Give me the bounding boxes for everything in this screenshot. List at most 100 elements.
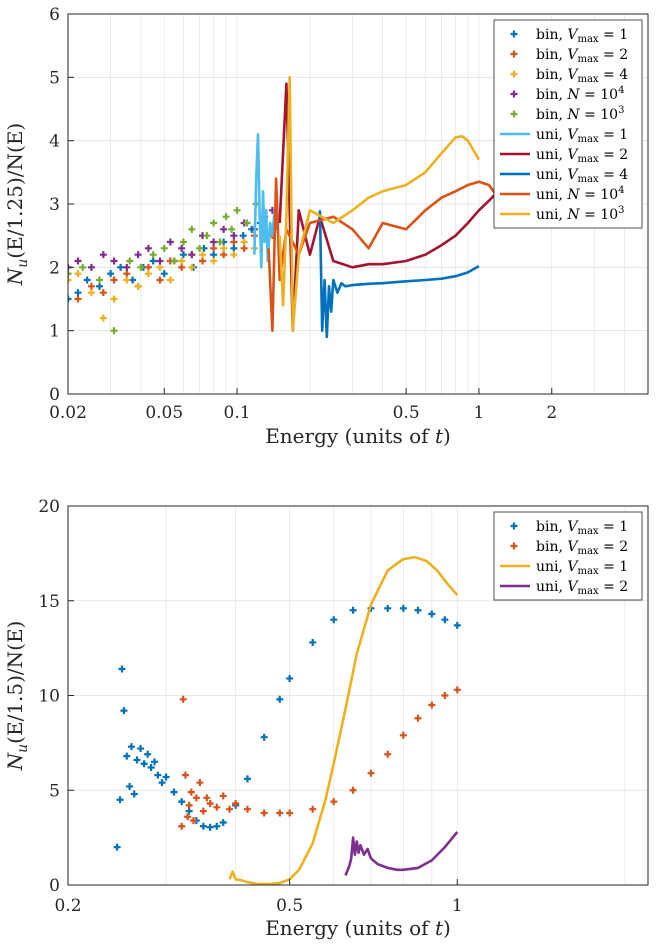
series-line	[318, 210, 480, 339]
data-point	[192, 794, 200, 802]
y-axis-label: Nu(E/1.25)/N(E)	[3, 123, 31, 286]
data-point	[414, 714, 422, 722]
data-point	[126, 257, 134, 265]
data-point	[260, 733, 268, 741]
data-point	[232, 800, 240, 808]
data-point	[179, 695, 187, 703]
data-point	[367, 769, 375, 777]
series-2	[178, 686, 461, 830]
data-point	[68, 295, 72, 303]
y-tick-label: 4	[49, 132, 60, 152]
x-tick-label: 0.1	[224, 403, 251, 423]
y-tick-label: 0	[49, 385, 60, 405]
data-point	[230, 244, 238, 252]
data-point	[178, 244, 186, 252]
x-tick-label: 0.2	[54, 896, 81, 916]
data-point	[349, 786, 357, 794]
data-point	[170, 788, 178, 796]
data-point	[151, 758, 159, 766]
y-tick-label: 1	[49, 322, 60, 342]
chart-1: 0.02 0.05 0.1 0.5 1 2 0 1 2 3 4 5 6 Energy (units of …	[3, 5, 649, 448]
data-point	[181, 771, 189, 779]
data-point	[68, 276, 72, 284]
legend-label: bin, Vmax = 1	[536, 519, 628, 537]
data-point	[147, 764, 155, 772]
data-point	[116, 796, 124, 804]
legend-label: uni, Vmax = 1	[536, 127, 628, 145]
data-point	[123, 752, 131, 760]
data-point	[156, 263, 164, 271]
data-point	[196, 779, 204, 787]
data-point	[453, 621, 461, 629]
data-point	[113, 843, 121, 851]
data-point	[144, 244, 152, 252]
legend-label: uni, N = 104	[536, 185, 625, 203]
data-point	[74, 257, 82, 265]
data-point	[144, 263, 152, 271]
series-layer	[68, 76, 553, 339]
data-point	[384, 750, 392, 758]
y-tick-label: 0	[49, 876, 60, 896]
data-point	[68, 270, 72, 278]
x-tick-label: 0.5	[393, 403, 420, 423]
data-point	[228, 225, 236, 233]
data-point	[184, 813, 192, 821]
x-tick-label: 0.02	[49, 403, 87, 423]
data-point	[441, 616, 449, 624]
data-point	[206, 823, 214, 831]
x-tick-label: 0.05	[145, 403, 183, 423]
legend-label: bin, Vmax = 2	[536, 539, 628, 557]
series-layer	[113, 555, 461, 885]
legend-swatch-marker	[510, 542, 518, 550]
data-point	[178, 263, 186, 271]
legend-label: uni, Vmax = 2	[536, 147, 628, 165]
legend-label: uni, Vmax = 2	[536, 579, 628, 597]
data-point	[203, 232, 211, 240]
legend-label: bin, N = 103	[536, 105, 624, 123]
data-point	[210, 219, 218, 227]
data-point	[230, 238, 238, 246]
data-point	[286, 809, 294, 817]
data-point	[185, 801, 193, 809]
data-point	[158, 779, 166, 787]
data-point	[286, 674, 294, 682]
data-point	[134, 251, 142, 259]
data-point	[149, 251, 157, 259]
data-point	[213, 822, 221, 830]
data-point	[199, 257, 207, 265]
series-line	[344, 831, 459, 876]
data-point	[203, 794, 211, 802]
data-point	[199, 822, 207, 830]
data-point	[240, 244, 248, 252]
data-point	[110, 257, 118, 265]
y-tick-label: 15	[38, 592, 60, 612]
data-point	[330, 616, 338, 624]
data-point	[220, 225, 228, 233]
data-point	[140, 760, 148, 768]
data-point	[107, 270, 115, 278]
data-point	[120, 707, 128, 715]
data-point	[123, 276, 131, 284]
data-point	[188, 251, 196, 259]
y-tick-label: 20	[38, 497, 60, 517]
series-5	[68, 200, 260, 335]
x-tick-label: 2	[546, 403, 557, 423]
y-tick-label: 5	[49, 68, 60, 88]
data-point	[206, 800, 214, 808]
data-point	[133, 756, 141, 764]
data-point	[127, 743, 135, 751]
data-point	[219, 792, 227, 800]
data-point	[213, 803, 221, 811]
legend-label: uni, Vmax = 4	[536, 167, 628, 185]
data-point	[210, 244, 218, 252]
series-10	[278, 76, 481, 332]
data-point	[170, 257, 178, 265]
data-point	[399, 604, 407, 612]
legend-swatch-marker	[510, 50, 518, 58]
series-4	[344, 831, 459, 876]
data-point	[188, 225, 196, 233]
data-point	[74, 289, 82, 297]
data-point	[110, 295, 118, 303]
data-point	[134, 282, 142, 290]
